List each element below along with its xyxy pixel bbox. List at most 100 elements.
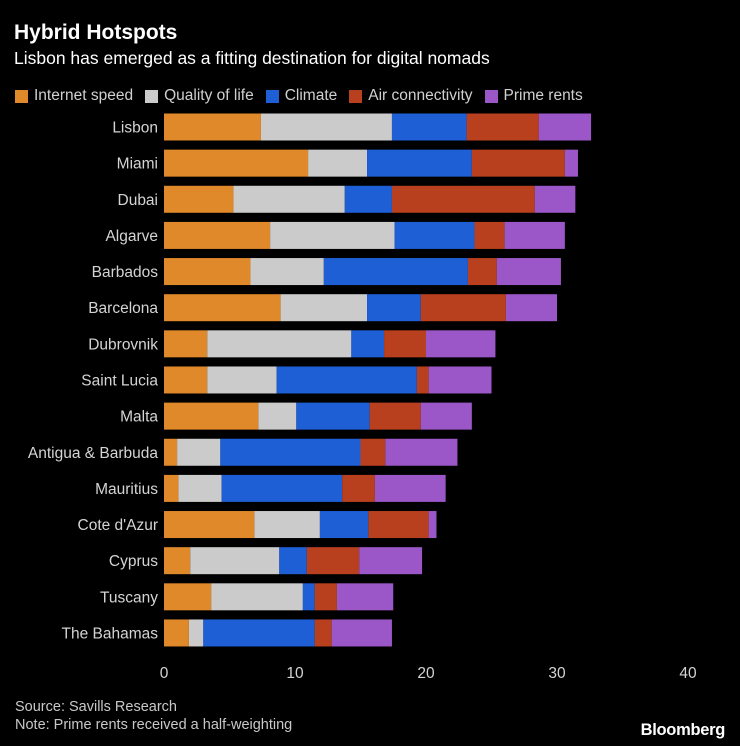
bar-cote-d-azur-quality-of-life <box>254 511 320 539</box>
bar-saint-lucia-internet-speed <box>164 366 208 394</box>
x-tick-label: 0 <box>160 665 169 682</box>
bar-dubai-quality-of-life <box>233 185 345 213</box>
bar-cote-d-azur-air-connectivity <box>368 511 429 539</box>
category-label-malta: Malta <box>120 409 158 426</box>
bar-cyprus-prime-rents <box>359 547 423 575</box>
x-tick-label: 40 <box>679 665 697 682</box>
legend-item-climate: Climate <box>265 87 338 105</box>
bar-dubrovnik-prime-rents <box>426 330 496 358</box>
chart-title: Hybrid Hotspots <box>14 21 178 44</box>
bar-dubai-internet-speed <box>164 185 234 213</box>
bar-the-bahamas-climate <box>203 619 315 647</box>
bar-tuscany-internet-speed <box>164 583 212 611</box>
bar-algarve-climate <box>394 221 475 249</box>
bar-lisbon-internet-speed <box>164 113 261 141</box>
legend-label: Quality of life <box>164 87 254 104</box>
source-note: Source: Savills Research <box>15 699 177 715</box>
bar-tuscany-air-connectivity <box>314 583 337 611</box>
bar-malta-air-connectivity <box>369 402 421 430</box>
category-label-barbados: Barbados <box>92 264 159 281</box>
category-label-antigua-barbuda: Antigua & Barbuda <box>28 445 159 462</box>
bar-barcelona-climate <box>367 294 421 322</box>
legend-label: Climate <box>284 87 338 104</box>
category-label-miami: Miami <box>117 156 158 173</box>
bar-barbados-internet-speed <box>164 258 251 286</box>
category-label-dubrovnik: Dubrovnik <box>88 336 158 353</box>
bar-cyprus-quality-of-life <box>190 547 280 575</box>
bar-antigua-barbuda-climate <box>220 438 361 466</box>
bar-barcelona-prime-rents <box>505 294 557 322</box>
bar-mauritius-climate <box>221 474 343 502</box>
bar-barbados-air-connectivity <box>467 258 497 286</box>
legend-swatch <box>484 89 498 103</box>
legend-swatch <box>145 89 159 103</box>
legend-label: Internet speed <box>34 87 134 104</box>
category-label-mauritius: Mauritius <box>95 481 158 498</box>
bar-cote-d-azur-prime-rents <box>428 511 437 539</box>
bar-dubai-prime-rents <box>534 185 576 213</box>
bar-dubrovnik-quality-of-life <box>207 330 352 358</box>
bar-antigua-barbuda-quality-of-life <box>177 438 221 466</box>
bar-barbados-prime-rents <box>496 258 561 286</box>
category-label-dubai: Dubai <box>118 192 159 209</box>
bar-miami-climate <box>367 149 472 177</box>
bar-miami-internet-speed <box>164 149 309 177</box>
bar-antigua-barbuda-air-connectivity <box>360 438 386 466</box>
bar-algarve-air-connectivity <box>474 221 505 249</box>
category-label-saint-lucia: Saint Lucia <box>81 372 158 389</box>
legend-swatch <box>15 89 28 103</box>
bar-saint-lucia-climate <box>276 366 417 394</box>
bar-algarve-quality-of-life <box>270 221 395 249</box>
x-tick-label: 30 <box>548 665 566 682</box>
bar-antigua-barbuda-prime-rents <box>385 438 458 466</box>
legend-item-internet-speed: Internet speed <box>15 87 133 105</box>
bar-mauritius-prime-rents <box>374 474 446 502</box>
bar-barbados-climate <box>323 258 468 286</box>
bar-barcelona-quality-of-life <box>280 294 368 322</box>
category-label-barcelona: Barcelona <box>88 300 158 317</box>
bar-algarve-prime-rents <box>504 221 565 249</box>
bar-barcelona-air-connectivity <box>420 294 506 322</box>
bar-tuscany-prime-rents <box>336 583 394 611</box>
bar-the-bahamas-internet-speed <box>164 619 189 647</box>
bar-dubai-climate <box>344 185 392 213</box>
legend-swatch <box>265 89 279 103</box>
bar-dubai-air-connectivity <box>391 185 535 213</box>
bar-lisbon-prime-rents <box>538 113 592 141</box>
bar-barbados-quality-of-life <box>250 258 324 286</box>
bar-the-bahamas-prime-rents <box>331 619 392 647</box>
legend-item-prime-rents: Prime rents <box>484 87 583 105</box>
bar-cyprus-internet-speed <box>164 547 191 575</box>
bar-malta-quality-of-life <box>258 402 297 430</box>
bloomberg-logo: Bloomberg <box>640 721 726 739</box>
bar-lisbon-quality-of-life <box>260 113 392 141</box>
bar-lisbon-climate <box>391 113 467 141</box>
category-label-the-bahamas: The Bahamas <box>62 625 159 642</box>
bar-algarve-internet-speed <box>164 221 271 249</box>
legend: Internet speed Quality of life Climate A… <box>15 87 595 105</box>
bar-dubrovnik-climate <box>351 330 385 358</box>
bar-dubrovnik-air-connectivity <box>384 330 426 358</box>
category-label-tuscany: Tuscany <box>100 589 158 606</box>
bar-the-bahamas-air-connectivity <box>314 619 332 647</box>
bar-miami-quality-of-life <box>308 149 368 177</box>
legend-item-air-connectivity: Air connectivity <box>349 87 473 105</box>
bar-malta-climate <box>296 402 370 430</box>
bar-saint-lucia-quality-of-life <box>207 366 277 394</box>
bar-miami-prime-rents <box>564 149 578 177</box>
weighting-note: Note: Prime rents received a half-weight… <box>15 717 293 733</box>
legend-item-quality-of-life: Quality of life <box>145 87 254 105</box>
category-label-algarve: Algarve <box>105 228 158 245</box>
bar-cote-d-azur-internet-speed <box>164 511 255 539</box>
category-label-cote-d-azur: Cote d'Azur <box>78 517 159 534</box>
bar-cyprus-air-connectivity <box>306 547 360 575</box>
bar-lisbon-air-connectivity <box>466 113 539 141</box>
bar-mauritius-internet-speed <box>164 474 179 502</box>
bar-tuscany-climate <box>302 583 315 611</box>
bar-the-bahamas-quality-of-life <box>188 619 204 647</box>
bar-saint-lucia-prime-rents <box>428 366 492 394</box>
bar-miami-air-connectivity <box>471 149 565 177</box>
x-tick-label: 10 <box>286 665 304 682</box>
bar-mauritius-quality-of-life <box>178 474 222 502</box>
